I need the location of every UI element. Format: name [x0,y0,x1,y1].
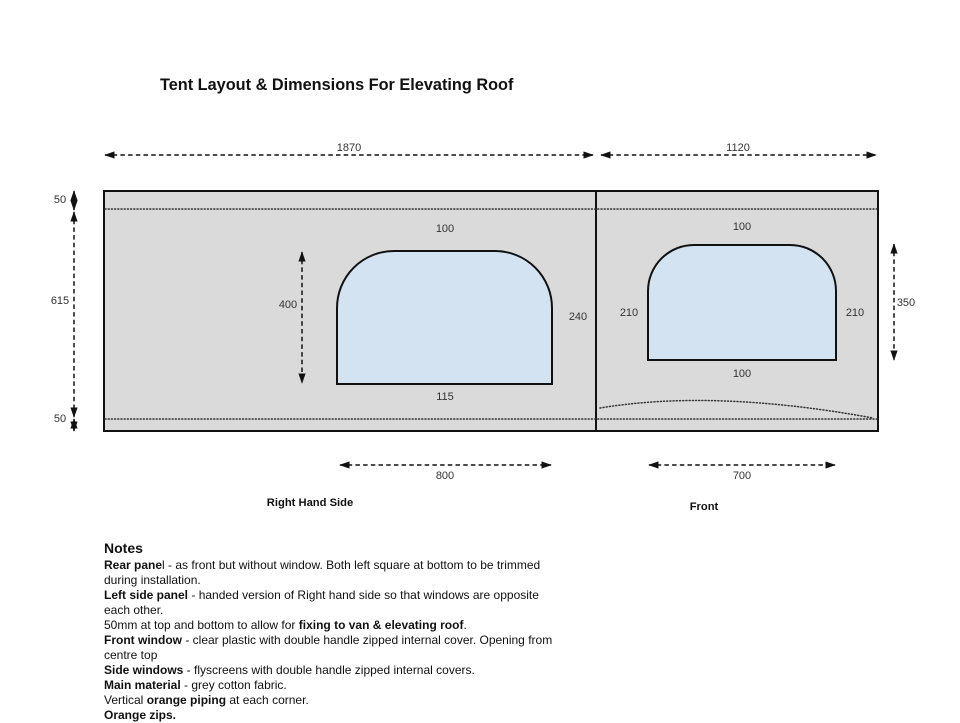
svg-text:100: 100 [733,368,751,380]
svg-text:1870: 1870 [337,142,361,154]
svg-text:210: 210 [620,307,638,319]
svg-text:400: 400 [279,299,297,311]
svg-text:50: 50 [54,413,66,425]
svg-text:1120: 1120 [726,142,750,154]
svg-text:350: 350 [897,297,915,309]
svg-text:50: 50 [54,194,66,206]
svg-text:240: 240 [569,311,587,323]
svg-text:100: 100 [733,221,751,233]
svg-text:615: 615 [51,295,69,307]
svg-text:700: 700 [733,470,751,482]
svg-text:210: 210 [846,307,864,319]
svg-text:115: 115 [436,391,454,403]
svg-text:100: 100 [436,223,454,235]
svg-text:800: 800 [436,470,454,482]
